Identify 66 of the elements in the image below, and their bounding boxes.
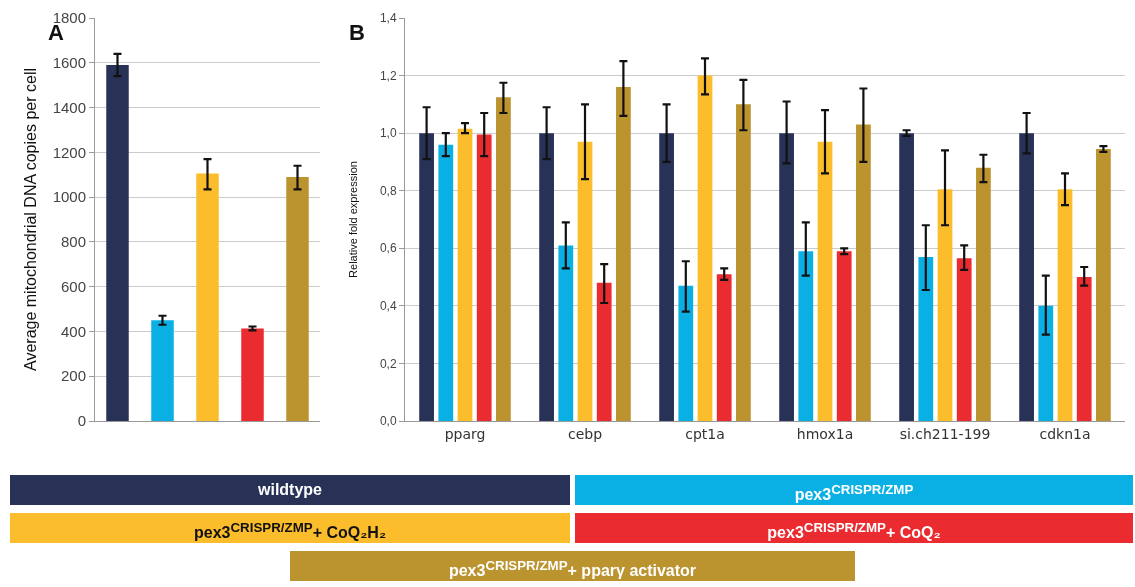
bar (596, 282, 612, 421)
bar (956, 258, 972, 421)
bar (1096, 148, 1111, 421)
y-tick-label: 1400 (52, 98, 86, 116)
y-tick-label: 1,2 (379, 68, 397, 83)
bar (457, 128, 473, 421)
bar (798, 251, 814, 421)
text: pex3$^{CRISPR/ZMP}$+ CoQ₂ (575, 513, 1133, 543)
bar (1057, 189, 1073, 421)
y-tick-label: 400 (60, 322, 86, 340)
y-tick-label: 800 (60, 233, 86, 251)
bar (937, 189, 953, 421)
bar (1076, 277, 1092, 421)
x-tick-label: cpt1a (685, 425, 725, 442)
bar (1019, 133, 1034, 421)
y-axis-title: Average mitochondrial DNA copies per cell (21, 68, 39, 371)
x-tick-label: cebp (567, 425, 603, 442)
bar (736, 104, 751, 421)
y-tick-label: 1200 (52, 143, 86, 161)
x-tick-label: cdkn1a (1039, 425, 1091, 442)
bar (697, 75, 713, 421)
bar (1038, 305, 1054, 421)
y-tick-label: 600 (60, 277, 86, 295)
text: pex3$^{CRISPR/ZMP}$+ pparγ activator (290, 551, 855, 581)
bar (539, 133, 554, 421)
text: wildtype (10, 475, 570, 505)
bar (106, 65, 129, 421)
y-axis-title: Relative fold expression (346, 161, 359, 278)
bar (286, 176, 309, 421)
text: pex3$^{CRISPR/ZMP}$+ CoQ₂H₂ (10, 513, 570, 543)
y-tick-label: 1000 (52, 188, 86, 206)
bar (616, 87, 631, 421)
y-tick-label: 1,4 (379, 11, 397, 26)
bar (678, 285, 694, 421)
y-tick-label: 0,8 (379, 183, 397, 198)
y-tick-label: 1,0 (379, 126, 397, 141)
bar (817, 141, 833, 421)
bar (836, 251, 852, 421)
bar (918, 256, 934, 421)
bar (577, 141, 593, 421)
bar (196, 173, 219, 421)
bar (779, 133, 794, 421)
y-tick-label: 0,4 (379, 299, 397, 314)
chart-title: B (349, 20, 365, 45)
text: pex3$^{CRISPR/ZMP}$ (575, 475, 1133, 505)
bar (558, 245, 574, 421)
bar (659, 133, 674, 421)
y-tick-label: 200 (60, 367, 86, 385)
x-tick-label: pparg (444, 425, 486, 442)
x-tick-label: si.ch211-199 (899, 425, 991, 442)
bar (496, 97, 511, 421)
y-tick-label: 0 (77, 412, 86, 430)
bar (899, 133, 914, 421)
y-tick-label: 1600 (52, 54, 86, 72)
bar (716, 274, 732, 421)
y-tick-label: 0,0 (379, 414, 397, 429)
bar (856, 124, 871, 421)
bar (419, 133, 434, 421)
x-tick-label: hmox1a (796, 425, 854, 442)
bar (476, 134, 492, 421)
bar (151, 320, 174, 421)
y-tick-label: 0,2 (379, 356, 397, 371)
bar (976, 167, 991, 421)
bar (438, 144, 454, 421)
bar (241, 328, 264, 421)
y-tick-label: 0,6 (379, 241, 397, 256)
